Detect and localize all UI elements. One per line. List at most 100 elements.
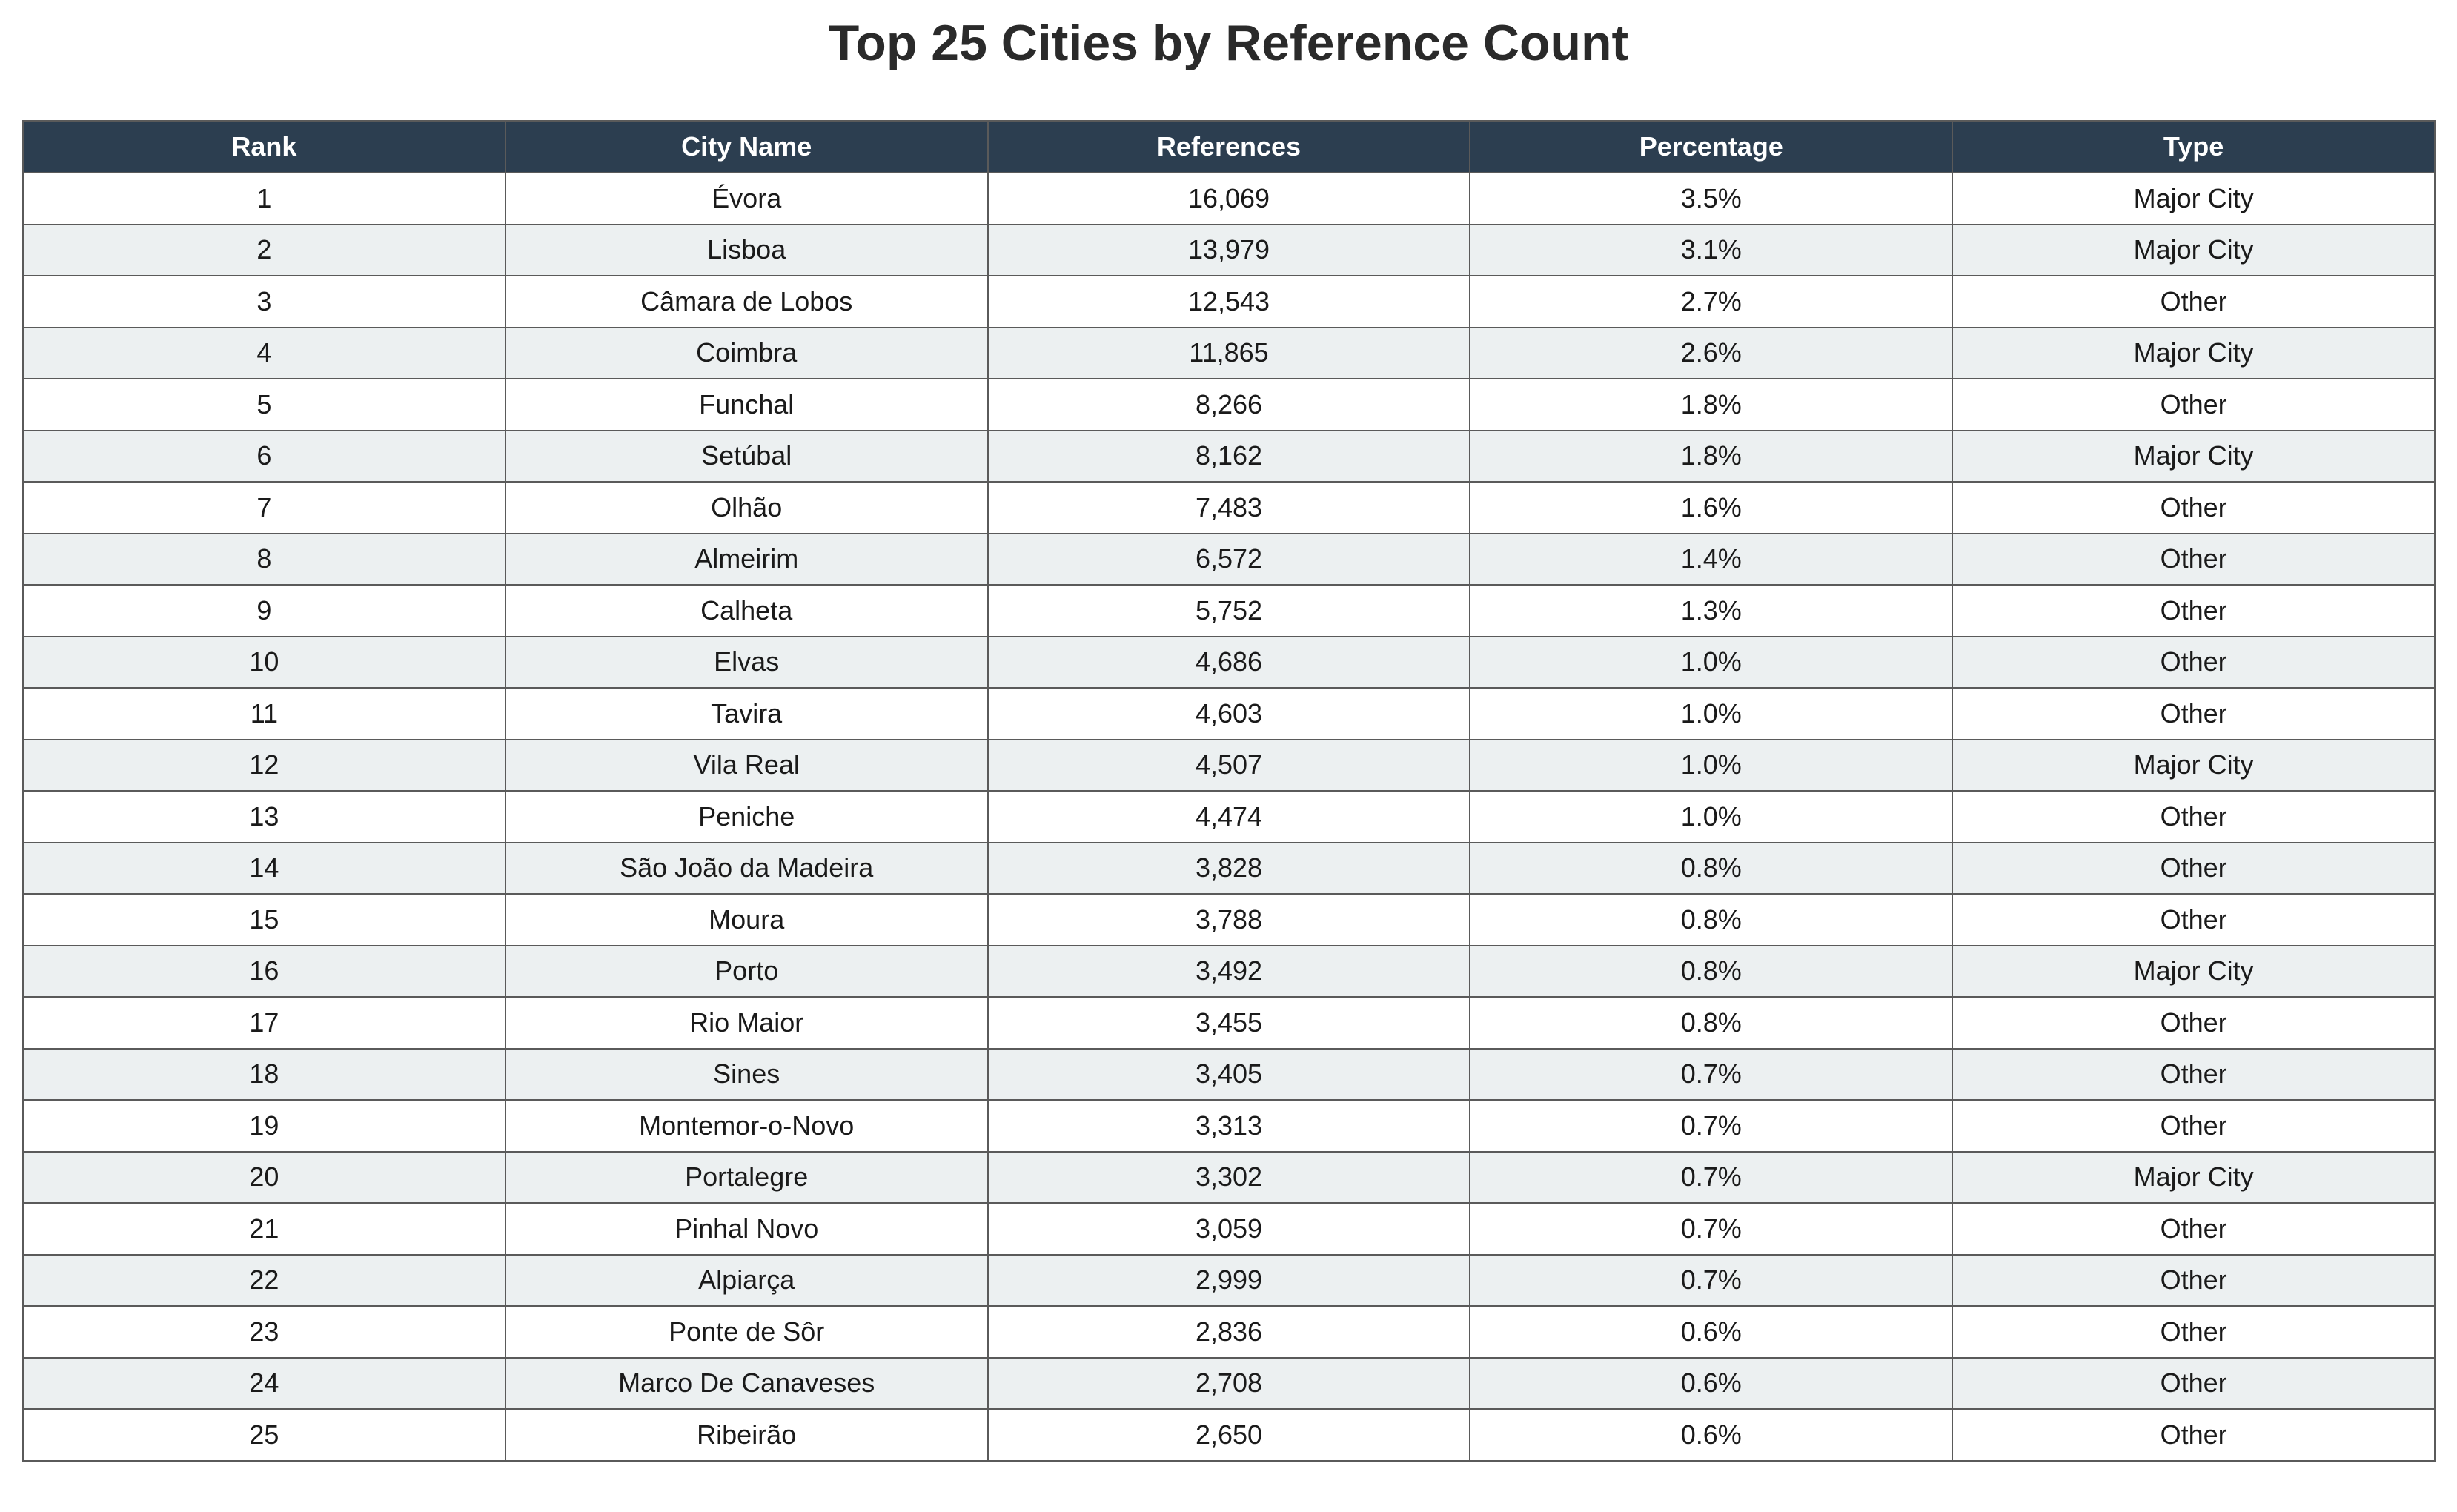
cell-type: Other: [1952, 481, 2436, 534]
table-row: 7 Olhão 7,483 1.6% Other: [22, 481, 2436, 534]
cell-type: Other: [1952, 1202, 2436, 1256]
cell-percentage: 0.7%: [1469, 1047, 1954, 1101]
cell-type: Other: [1952, 996, 2436, 1050]
cell-percentage: 0.7%: [1469, 1150, 1954, 1204]
cell-percentage: 0.8%: [1469, 944, 1954, 998]
table-row: 14 São João da Madeira 3,828 0.8% Other: [22, 841, 2436, 895]
table-row: 6 Setúbal 8,162 1.8% Major City: [22, 429, 2436, 483]
table-row: 13 Peniche 4,474 1.0% Other: [22, 790, 2436, 843]
cell-percentage: 1.0%: [1469, 635, 1954, 689]
table-row: 4 Coimbra 11,865 2.6% Major City: [22, 326, 2436, 379]
cell-percentage: 1.4%: [1469, 532, 1954, 586]
cell-city-name: Sines: [504, 1047, 989, 1101]
cell-rank: 15: [22, 893, 506, 946]
cell-type: Other: [1952, 1099, 2436, 1153]
table-row: 23 Ponte de Sôr 2,836 0.6% Other: [22, 1305, 2436, 1359]
cell-percentage: 1.0%: [1469, 790, 1954, 843]
cell-rank: 18: [22, 1047, 506, 1101]
cell-references: 8,266: [987, 378, 1471, 431]
cell-type: Major City: [1952, 429, 2436, 483]
cell-rank: 8: [22, 532, 506, 586]
cell-city-name: Alpiarça: [504, 1253, 989, 1307]
reference-count-table: Rank City Name References Percentage Typ…: [22, 120, 2436, 1462]
cell-references: 3,313: [987, 1099, 1471, 1153]
table-row: 21 Pinhal Novo 3,059 0.7% Other: [22, 1202, 2436, 1256]
column-header-city-name: City Name: [504, 120, 989, 173]
table-body: 1 Évora 16,069 3.5% Major City 2 Lisboa 13,979 3…: [22, 172, 2436, 1462]
cell-references: 5,752: [987, 584, 1471, 637]
cell-percentage: 0.8%: [1469, 841, 1954, 895]
table-row: 10 Elvas 4,686 1.0% Other: [22, 635, 2436, 689]
cell-city-name: Ponte de Sôr: [504, 1305, 989, 1359]
cell-city-name: Almeirim: [504, 532, 989, 586]
cell-references: 2,999: [987, 1253, 1471, 1307]
cell-city-name: Vila Real: [504, 738, 989, 792]
cell-city-name: Lisboa: [504, 223, 989, 276]
table-row: 9 Calheta 5,752 1.3% Other: [22, 584, 2436, 637]
cell-type: Other: [1952, 1356, 2436, 1410]
cell-type: Other: [1952, 275, 2436, 328]
cell-references: 2,836: [987, 1305, 1471, 1359]
table-row: 24 Marco De Canaveses 2,708 0.6% Other: [22, 1356, 2436, 1410]
table-header: Rank City Name References Percentage Typ…: [22, 120, 2436, 173]
cell-type: Other: [1952, 584, 2436, 637]
cell-references: 6,572: [987, 532, 1471, 586]
cell-references: 7,483: [987, 481, 1471, 534]
cell-rank: 21: [22, 1202, 506, 1256]
cell-percentage: 2.6%: [1469, 326, 1954, 379]
cell-percentage: 2.7%: [1469, 275, 1954, 328]
cell-rank: 2: [22, 223, 506, 276]
column-header-rank: Rank: [22, 120, 506, 173]
cell-city-name: Porto: [504, 944, 989, 998]
cell-rank: 4: [22, 326, 506, 379]
cell-city-name: Câmara de Lobos: [504, 275, 989, 328]
cell-rank: 23: [22, 1305, 506, 1359]
table-row: 22 Alpiarça 2,999 0.7% Other: [22, 1253, 2436, 1307]
cell-rank: 20: [22, 1150, 506, 1204]
cell-percentage: 3.1%: [1469, 223, 1954, 276]
cell-type: Other: [1952, 841, 2436, 895]
cell-type: Other: [1952, 790, 2436, 843]
cell-city-name: Rio Maior: [504, 996, 989, 1050]
cell-percentage: 0.7%: [1469, 1202, 1954, 1256]
cell-references: 3,828: [987, 841, 1471, 895]
cell-references: 4,474: [987, 790, 1471, 843]
cell-type: Major City: [1952, 944, 2436, 998]
cell-city-name: Pinhal Novo: [504, 1202, 989, 1256]
chart-title: Top 25 Cities by Reference Count: [828, 15, 1629, 71]
cell-type: Major City: [1952, 223, 2436, 276]
cell-rank: 6: [22, 429, 506, 483]
cell-city-name: Coimbra: [504, 326, 989, 379]
cell-rank: 25: [22, 1408, 506, 1462]
cell-type: Other: [1952, 635, 2436, 689]
table-row: 3 Câmara de Lobos 12,543 2.7% Other: [22, 275, 2436, 328]
cell-percentage: 0.6%: [1469, 1356, 1954, 1410]
cell-type: Other: [1952, 1253, 2436, 1307]
table-row: 12 Vila Real 4,507 1.0% Major City: [22, 738, 2436, 792]
cell-rank: 7: [22, 481, 506, 534]
cell-percentage: 1.8%: [1469, 378, 1954, 431]
cell-references: 3,455: [987, 996, 1471, 1050]
cell-type: Other: [1952, 1408, 2436, 1462]
cell-rank: 17: [22, 996, 506, 1050]
table-row: 15 Moura 3,788 0.8% Other: [22, 893, 2436, 946]
cell-city-name: Tavira: [504, 687, 989, 740]
cell-city-name: Peniche: [504, 790, 989, 843]
cell-references: 4,507: [987, 738, 1471, 792]
cell-city-name: Elvas: [504, 635, 989, 689]
cell-references: 13,979: [987, 223, 1471, 276]
table-row: 2 Lisboa 13,979 3.1% Major City: [22, 223, 2436, 276]
cell-references: 3,059: [987, 1202, 1471, 1256]
cell-type: Other: [1952, 687, 2436, 740]
cell-rank: 9: [22, 584, 506, 637]
cell-city-name: Montemor-o-Novo: [504, 1099, 989, 1153]
cell-rank: 24: [22, 1356, 506, 1410]
cell-percentage: 1.8%: [1469, 429, 1954, 483]
cell-type: Major City: [1952, 738, 2436, 792]
cell-rank: 5: [22, 378, 506, 431]
table-row: 1 Évora 16,069 3.5% Major City: [22, 172, 2436, 225]
cell-city-name: Marco De Canaveses: [504, 1356, 989, 1410]
cell-rank: 12: [22, 738, 506, 792]
table-row: 11 Tavira 4,603 1.0% Other: [22, 687, 2436, 740]
cell-references: 3,405: [987, 1047, 1471, 1101]
